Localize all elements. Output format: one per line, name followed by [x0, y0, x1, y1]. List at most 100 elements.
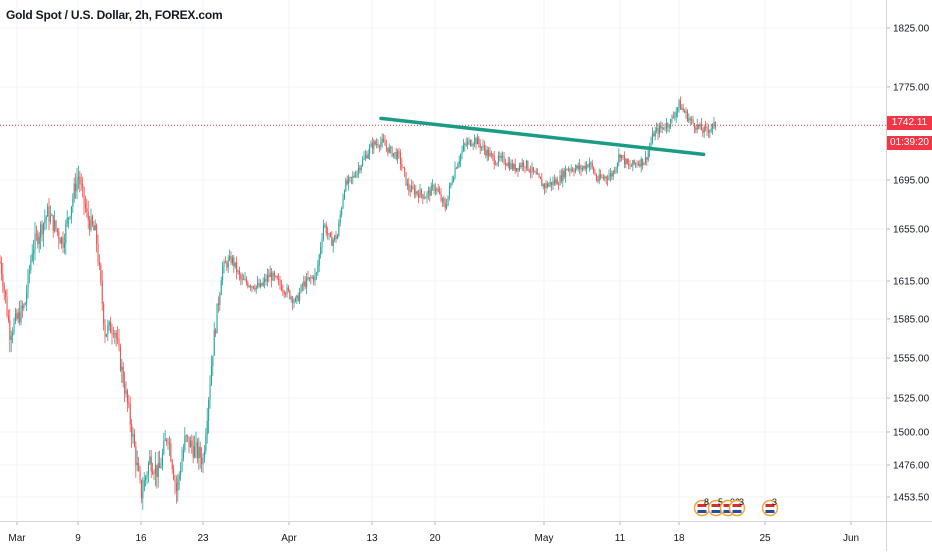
candle-body: [353, 175, 355, 177]
candle-body: [458, 161, 460, 165]
candle-body: [222, 266, 224, 281]
time-axis[interactable]: [0, 521, 886, 551]
candle-body: [0, 262, 3, 275]
candle-body: [279, 279, 281, 286]
candle-body: [538, 173, 540, 177]
candle-body: [38, 237, 40, 244]
candle-body: [677, 107, 679, 112]
candle-body: [710, 128, 712, 131]
candle-body: [693, 123, 695, 129]
candle-body: [115, 332, 117, 339]
candle-body: [640, 158, 642, 167]
candle-body: [240, 274, 242, 280]
candle-body: [412, 185, 414, 189]
trendline: [379, 116, 706, 157]
candle-body: [647, 151, 649, 160]
candle-body: [699, 123, 701, 127]
candle-body: [89, 220, 91, 230]
candle-body: [27, 272, 29, 294]
candle-body: [349, 177, 351, 178]
candle-body: [524, 166, 526, 168]
x-tick-label: May: [535, 533, 554, 544]
candle-body: [608, 175, 610, 180]
flag-stripe-red: [697, 504, 707, 507]
economic-event-badge[interactable]: 3: [728, 497, 746, 517]
candle-body: [33, 249, 35, 254]
candle-body: [35, 233, 37, 235]
candle-body: [213, 330, 215, 357]
candle-body: [0, 262, 1, 263]
overlays: [0, 116, 886, 157]
candle-body: [679, 100, 681, 110]
economic-events[interactable]: 853333: [693, 497, 779, 517]
economic-event-badge[interactable]: 8: [693, 497, 711, 517]
candle-body: [511, 163, 513, 170]
candle-body: [615, 167, 617, 172]
candle-body: [216, 303, 218, 334]
candle-body: [306, 277, 308, 288]
candle-body: [243, 278, 245, 280]
candle-body: [369, 146, 371, 154]
candle-body: [105, 334, 107, 337]
candle-body: [532, 167, 534, 172]
candle-body: [440, 193, 442, 201]
candle-body: [58, 231, 60, 240]
candle-body: [301, 285, 303, 287]
candle-body: [19, 312, 21, 323]
candle-body: [61, 237, 63, 244]
candle-body: [650, 142, 652, 147]
y-tick-label: 1655.00: [893, 225, 930, 236]
candle-body: [444, 203, 446, 209]
candle-body: [546, 183, 548, 187]
grid: [0, 0, 886, 521]
candle-body: [630, 166, 632, 167]
candle-body: [12, 332, 14, 337]
candle-body: [411, 185, 413, 192]
candle-body: [541, 178, 543, 187]
candle-body: [203, 451, 205, 458]
candle-body: [465, 143, 467, 145]
candle-body: [416, 191, 418, 194]
candle-body: [656, 128, 658, 131]
candle-body: [209, 384, 211, 401]
x-tick-label: 9: [75, 533, 81, 544]
flag-stripe-red: [732, 504, 742, 507]
flag-stripe-red: [765, 504, 775, 507]
price-axis-labels: 1825.00 1775.00 1695.00 1655.00 1615.00 1585.…: [886, 24, 930, 504]
economic-event-badge[interactable]: 3: [761, 497, 779, 517]
candle-body: [51, 215, 53, 217]
candle-body: [103, 303, 105, 325]
candle-body: [37, 234, 39, 244]
candle-body: [237, 270, 239, 273]
candle-body: [625, 158, 627, 165]
candle-body: [132, 434, 134, 437]
candle-body: [345, 180, 347, 191]
candle-body: [348, 177, 350, 184]
candle-body: [296, 295, 298, 299]
candle-body: [488, 149, 490, 157]
candle-body: [674, 116, 676, 118]
candle-body: [579, 165, 581, 169]
candle-body: [126, 390, 128, 403]
candle-body: [363, 157, 365, 160]
candle-body: [14, 313, 16, 322]
candle-body: [595, 174, 597, 180]
event-count: 3: [772, 497, 777, 507]
flag-stripe-white: [723, 507, 733, 510]
event-count: 5: [718, 497, 723, 507]
candle-body: [707, 129, 709, 133]
candle-body: [692, 119, 694, 124]
candle-body: [476, 138, 478, 145]
candle-body: [492, 154, 494, 157]
candle-body: [479, 143, 481, 149]
price-axis[interactable]: [886, 0, 932, 521]
candle-body: [84, 203, 86, 209]
candle-body: [101, 281, 103, 304]
candle-body: [30, 260, 32, 271]
candle-body: [91, 216, 93, 225]
candle-body: [55, 220, 57, 229]
candle-body: [110, 321, 112, 333]
candle-body: [188, 436, 190, 448]
